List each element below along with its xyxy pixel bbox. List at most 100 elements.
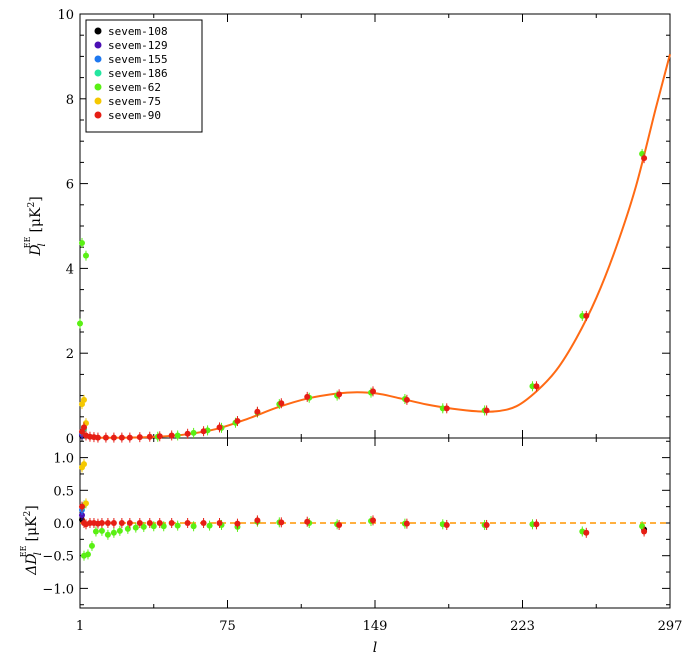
bottom-point-sevem-90 bbox=[483, 521, 490, 528]
bottom-ylabel-main: ΔD bbox=[24, 553, 40, 575]
legend-marker-sevem-186 bbox=[94, 69, 102, 77]
top-point-sevem-62 bbox=[77, 320, 83, 327]
top-y-tick-label: 0 bbox=[66, 432, 74, 447]
top-y-tick-label: 2 bbox=[66, 347, 74, 362]
bottom-y-tick-label: 0.0 bbox=[53, 517, 74, 532]
top-point-sevem-90 bbox=[483, 407, 490, 414]
top-point-sevem-90 bbox=[94, 434, 101, 441]
legend-label-sevem-90: sevem-90 bbox=[108, 109, 161, 122]
top-point-sevem-90 bbox=[234, 418, 241, 425]
legend-marker-sevem-108 bbox=[94, 27, 102, 35]
x-tick-label: 149 bbox=[363, 619, 388, 634]
bottom-point-sevem-90 bbox=[118, 520, 125, 526]
top-point-sevem-75 bbox=[80, 396, 87, 403]
bottom-ylabel-sup: EE bbox=[19, 545, 28, 557]
bottom-point-sevem-90 bbox=[110, 520, 117, 526]
top-panel-points bbox=[77, 148, 648, 443]
top-point-sevem-90 bbox=[168, 432, 175, 439]
bottom-ylabel-sub: l bbox=[33, 552, 44, 555]
top-point-sevem-90 bbox=[641, 155, 648, 162]
top-point-sevem-62 bbox=[82, 252, 89, 259]
legend-label-sevem-155: sevem-155 bbox=[108, 53, 168, 66]
legend-marker-sevem-155 bbox=[94, 55, 102, 63]
legend-marker-sevem-62 bbox=[94, 83, 102, 91]
top-ylabel-unit: [μK bbox=[28, 207, 44, 233]
top-y-tick-label: 4 bbox=[66, 262, 74, 277]
bottom-point-sevem-62 bbox=[160, 523, 167, 530]
legend-box bbox=[85, 19, 203, 133]
bottom-point-sevem-90 bbox=[370, 517, 377, 524]
top-ylabel-sub: l bbox=[37, 243, 48, 246]
bottom-point-sevem-62 bbox=[150, 523, 157, 530]
bottom-point-sevem-62 bbox=[84, 551, 91, 558]
top-point-sevem-90 bbox=[156, 433, 163, 440]
bottom-point-sevem-90 bbox=[78, 503, 85, 510]
bottom-point-sevem-90 bbox=[146, 520, 153, 526]
legend-marker-sevem-129 bbox=[94, 41, 102, 49]
bottom-ylabel-unit: [μK bbox=[24, 516, 40, 542]
top-point-sevem-90 bbox=[336, 391, 343, 398]
top-point-sevem-90 bbox=[216, 424, 223, 431]
bottom-point-sevem-90 bbox=[304, 518, 311, 525]
bottom-panel-ticks: −1.0 −0.5 0.0 0.5 1.0 1 75 149 223 297 bbox=[42, 438, 682, 634]
bottom-point-sevem-62 bbox=[104, 531, 111, 538]
top-point-sevem-90 bbox=[533, 383, 540, 390]
bottom-point-sevem-90 bbox=[200, 520, 207, 526]
bottom-point-sevem-75 bbox=[82, 500, 89, 507]
bottom-point-sevem-62 bbox=[92, 528, 99, 535]
bottom-panel-points bbox=[78, 459, 648, 561]
top-y-tick-label: 10 bbox=[57, 8, 74, 23]
bottom-y-tick-label: −0.5 bbox=[42, 550, 74, 565]
bottom-y-tick-label: 1.0 bbox=[53, 452, 74, 467]
bottom-point-sevem-90 bbox=[136, 520, 143, 526]
bottom-ylabel-unit-close: ] bbox=[24, 505, 40, 510]
bottom-point-sevem-90 bbox=[98, 520, 105, 526]
bottom-point-sevem-90 bbox=[403, 520, 410, 527]
top-point-sevem-90 bbox=[80, 424, 87, 431]
bottom-point-sevem-62 bbox=[88, 542, 95, 549]
top-point-sevem-90 bbox=[118, 434, 125, 441]
top-point-sevem-90 bbox=[254, 408, 261, 415]
bottom-y-tick-label: 0.5 bbox=[53, 484, 74, 499]
x-tick-label: 1 bbox=[76, 619, 84, 634]
top-point-sevem-62 bbox=[190, 429, 197, 436]
top-point-sevem-62 bbox=[78, 239, 85, 246]
bottom-point-sevem-90 bbox=[168, 520, 175, 526]
top-point-sevem-90 bbox=[146, 433, 153, 440]
top-point-sevem-90 bbox=[370, 388, 377, 395]
bottom-y-tick-label: −1.0 bbox=[42, 582, 74, 597]
bottom-point-sevem-62 bbox=[190, 523, 197, 530]
bottom-point-sevem-90 bbox=[126, 520, 133, 526]
bottom-point-sevem-90 bbox=[234, 520, 241, 527]
bottom-y-axis-label: ΔDl EE [μK2] bbox=[19, 505, 44, 575]
bottom-point-sevem-90 bbox=[216, 520, 223, 526]
top-y-tick-label: 6 bbox=[66, 178, 74, 193]
bottom-point-sevem-90 bbox=[533, 521, 540, 528]
top-y-tick-label: 8 bbox=[66, 93, 74, 108]
bottom-point-sevem-62 bbox=[174, 522, 181, 529]
top-ylabel-unit-close: ] bbox=[28, 196, 44, 201]
top-panel-ticks: 0 2 4 6 8 10 bbox=[57, 8, 671, 447]
x-tick-label: 223 bbox=[510, 619, 535, 634]
svg-text:ΔDlEE[μK2]: ΔDl EE [μK2] bbox=[19, 505, 44, 575]
top-point-sevem-90 bbox=[126, 434, 133, 441]
bottom-point-sevem-62 bbox=[132, 524, 139, 531]
bottom-point-sevem-90 bbox=[254, 517, 261, 524]
bottom-point-sevem-90 bbox=[641, 528, 648, 535]
bottom-point-sevem-90 bbox=[184, 520, 191, 526]
legend-marker-sevem-75 bbox=[94, 97, 102, 105]
bottom-point-sevem-90 bbox=[156, 520, 163, 526]
x-axis-label: l bbox=[373, 640, 377, 656]
top-point-sevem-90 bbox=[278, 400, 285, 407]
top-point-sevem-62 bbox=[174, 432, 181, 439]
bottom-point-sevem-62 bbox=[206, 522, 213, 529]
top-point-sevem-90 bbox=[110, 434, 117, 441]
top-ylabel-main: D bbox=[28, 244, 44, 256]
top-point-sevem-90 bbox=[136, 434, 143, 441]
bottom-point-sevem-62 bbox=[140, 523, 147, 530]
x-tick-label: 297 bbox=[658, 619, 683, 634]
legend-label-sevem-129: sevem-129 bbox=[108, 39, 168, 52]
bottom-point-sevem-62 bbox=[116, 527, 123, 534]
legend: sevem-108sevem-129sevem-155sevem-186seve… bbox=[85, 19, 203, 133]
